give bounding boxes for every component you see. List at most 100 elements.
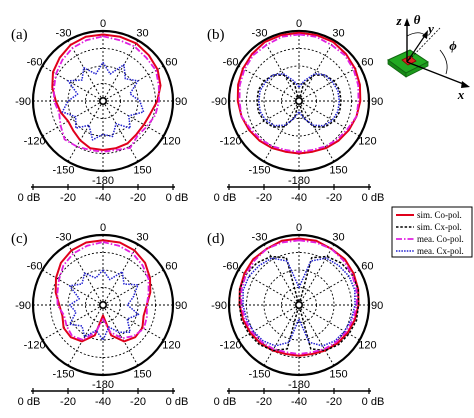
- center-marker: [294, 97, 303, 106]
- angle-tick-label: 90: [175, 96, 187, 108]
- series-sim-co: [54, 239, 152, 343]
- angle-tick-label: -60: [223, 261, 239, 273]
- angle-tick-label: -60: [27, 57, 43, 69]
- z-axis-label: z: [395, 13, 402, 28]
- angle-tick-label: -30: [56, 232, 72, 244]
- angle-tick-label: 30: [136, 28, 148, 40]
- center-marker: [99, 300, 108, 309]
- angle-tick-label: -120: [220, 136, 242, 148]
- angle-tick-label: -30: [56, 28, 72, 40]
- angle-tick-label: -120: [24, 340, 46, 352]
- legend-label: mea. Cx-pol.: [417, 246, 464, 256]
- panel-label: (a): [11, 27, 28, 43]
- phi-label: ϕ: [449, 38, 457, 53]
- x-arrow: [461, 81, 470, 88]
- angle-tick-label: 120: [358, 136, 376, 148]
- panel-label: (b): [207, 27, 225, 43]
- outer-ring: [227, 233, 371, 377]
- panel-label: (c): [11, 231, 28, 247]
- angle-tick-label: -90: [15, 300, 31, 312]
- angle-tick-label: 60: [361, 261, 373, 273]
- polar-panel-0: 0 30 60 90 120 150 -180 -150 -120 -90 -60 -30 0 dB -2…: [11, 18, 188, 204]
- radial-tick-label: -20: [326, 396, 342, 408]
- panel-label: (d): [207, 231, 225, 247]
- radial-tick-label: 0 dB: [18, 192, 41, 204]
- series-mea-cx: [258, 72, 341, 127]
- theta-label: θ: [414, 12, 421, 27]
- angle-tick-label: 90: [371, 96, 383, 108]
- angle-tick-label: 30: [332, 232, 344, 244]
- y-arrow: [422, 30, 428, 39]
- series-mea-co: [240, 239, 358, 355]
- angle-tick-label: 150: [329, 368, 347, 380]
- legend-label: sim. Co-pol.: [417, 210, 462, 220]
- grid-spoke: [298, 100, 360, 137]
- grid-ring: [67, 65, 139, 137]
- angle-tick-label: 150: [133, 164, 151, 176]
- z-arrow: [404, 18, 410, 26]
- grid-spoke: [263, 40, 300, 102]
- grid-spoke: [42, 269, 104, 306]
- radial-tick-label: -40: [291, 396, 307, 408]
- phi-arc: [439, 49, 448, 75]
- series-sim-co: [236, 31, 362, 155]
- radial-tick-label: -40: [95, 396, 111, 408]
- angle-tick-label: -180: [92, 379, 114, 391]
- grid-spoke: [298, 40, 335, 102]
- angle-tick-label: -150: [52, 368, 74, 380]
- radial-tick-label: -20: [60, 396, 76, 408]
- angle-tick-label: 0: [296, 222, 302, 234]
- board-side: [405, 61, 429, 78]
- y-axis-label: y: [426, 21, 434, 36]
- radial-tick-label: -40: [291, 192, 307, 204]
- angle-tick-label: 0: [100, 222, 106, 234]
- angle-tick-label: 120: [162, 136, 180, 148]
- x-axis-label: x: [457, 87, 465, 102]
- radial-tick-label: -20: [256, 192, 272, 204]
- center-marker: [294, 300, 303, 309]
- series-mea-cx: [242, 257, 356, 347]
- grid-ring: [263, 269, 335, 341]
- outer-ring: [31, 233, 175, 377]
- radial-tick-label: 0 dB: [214, 192, 237, 204]
- series-mea-co: [53, 35, 160, 153]
- outer-ring: [227, 29, 371, 173]
- angle-tick-label: -150: [248, 368, 270, 380]
- angle-tick-label: -180: [92, 175, 114, 187]
- angle-tick-label: 0: [100, 18, 106, 30]
- direction-line: [406, 27, 441, 63]
- legend-label: sim. Cx-pol.: [417, 222, 462, 232]
- angle-tick-label: -60: [27, 261, 43, 273]
- center-marker: [99, 97, 108, 106]
- radial-tick-label: 0 dB: [362, 396, 385, 408]
- angle-tick-label: -150: [248, 164, 270, 176]
- radial-tick-label: -40: [95, 192, 111, 204]
- polar-panel-3: 0 30 60 90 120 150 -180 -150 -120 -90 -60 -30 0 dB -2…: [207, 222, 384, 408]
- angle-tick-label: -60: [223, 57, 239, 69]
- angle-tick-label: 60: [165, 57, 177, 69]
- angle-tick-label: -30: [252, 232, 268, 244]
- series-sim-co: [51, 33, 162, 151]
- series-sim-co: [238, 237, 360, 357]
- y-axis: [406, 33, 427, 63]
- polar-panel-2: 0 30 60 90 120 150 -180 -150 -120 -90 -60 -30 0 dB -2…: [11, 222, 188, 408]
- radial-tick-label: -20: [326, 192, 342, 204]
- x-axis: [406, 61, 467, 86]
- angle-tick-label: 90: [175, 300, 187, 312]
- radial-tick-label: -20: [130, 192, 146, 204]
- radial-tick-label: -20: [60, 192, 76, 204]
- angle-tick-label: 0: [296, 18, 302, 30]
- angle-tick-label: 60: [361, 57, 373, 69]
- grid-spoke: [102, 40, 139, 102]
- angle-tick-label: 150: [133, 368, 151, 380]
- radial-tick-label: -20: [130, 396, 146, 408]
- grid-spoke: [42, 65, 104, 102]
- angle-tick-label: -90: [211, 300, 227, 312]
- legend: sim. Co-pol. sim. Cx-pol. mea. Co-pol. mea.…: [391, 206, 473, 258]
- series-mea-cx: [61, 61, 145, 141]
- radial-tick-label: 0 dB: [214, 396, 237, 408]
- grid-spoke: [238, 100, 300, 137]
- legend-label: mea. Co-pol.: [417, 234, 464, 244]
- angle-tick-label: 60: [165, 261, 177, 273]
